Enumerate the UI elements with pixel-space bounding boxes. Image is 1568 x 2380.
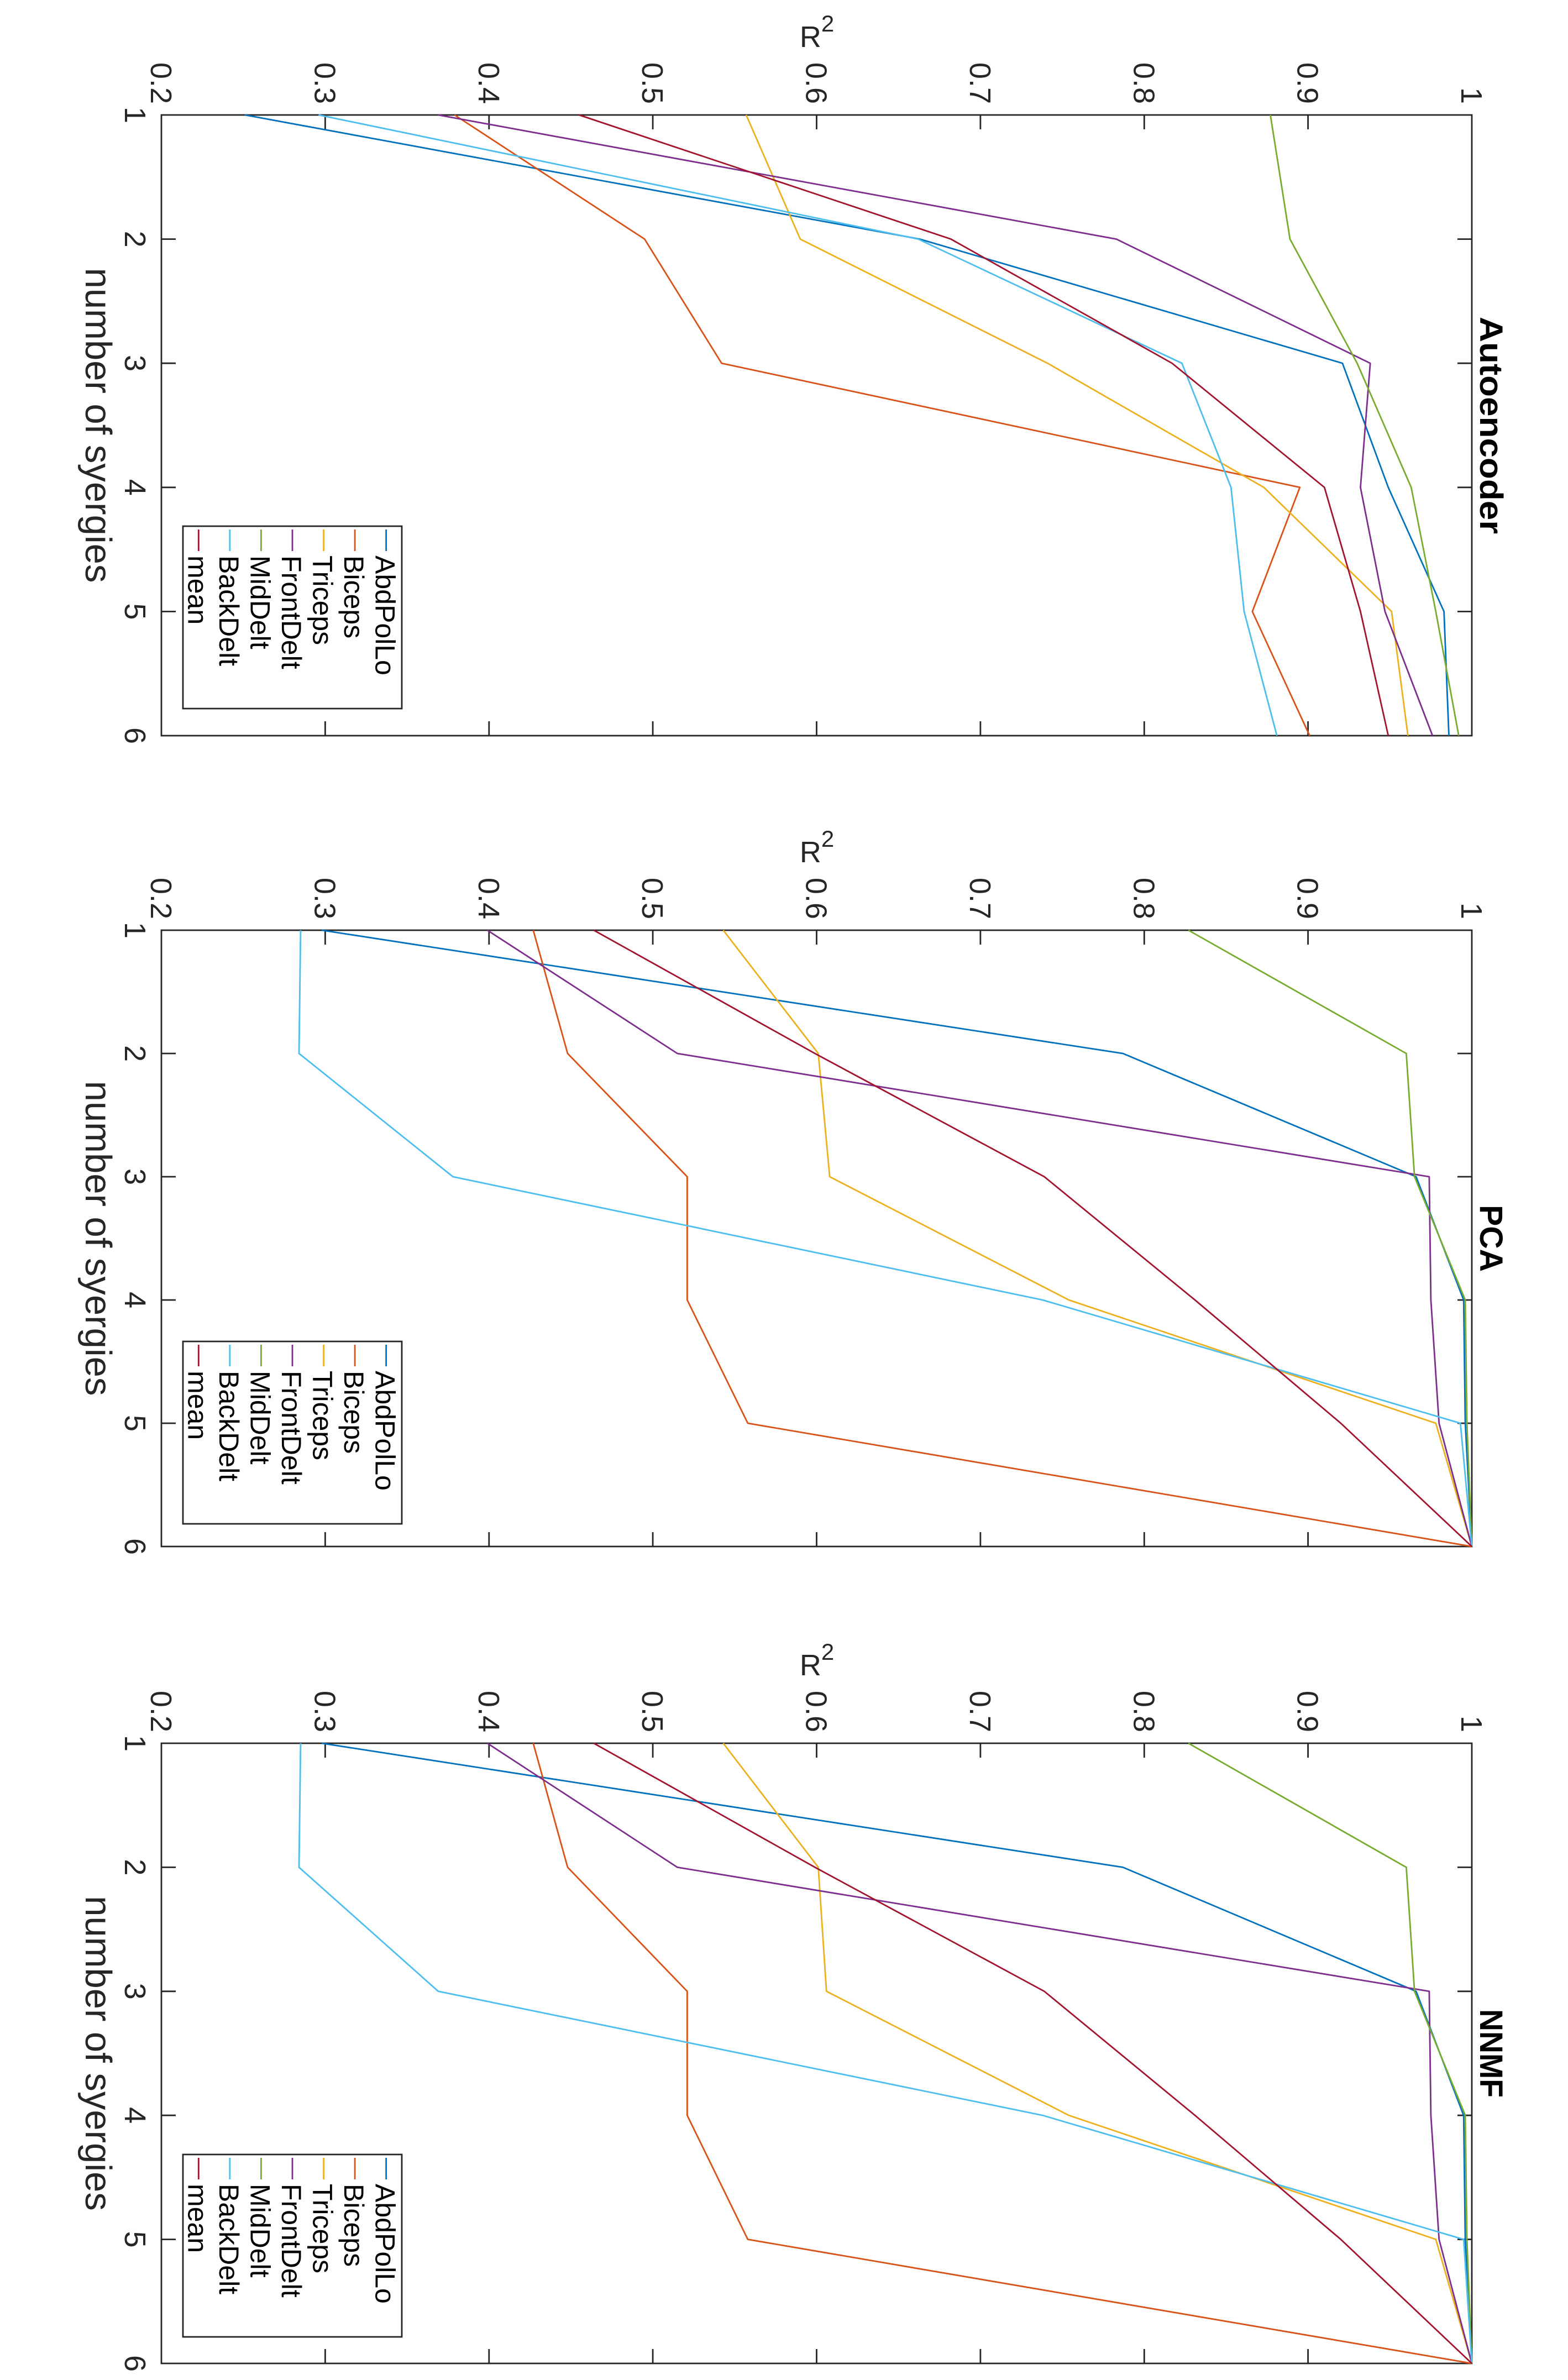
svg-text:1: 1 xyxy=(1455,87,1488,104)
svg-text:1: 1 xyxy=(118,107,151,123)
svg-text:0.9: 0.9 xyxy=(1291,1691,1324,1732)
svg-text:0.5: 0.5 xyxy=(636,1691,669,1732)
svg-text:2: 2 xyxy=(118,231,151,248)
svg-text:NNMF: NNMF xyxy=(1473,2009,1509,2098)
svg-text:PCA: PCA xyxy=(1473,1205,1509,1272)
svg-text:0.4: 0.4 xyxy=(472,1691,505,1732)
svg-text:0.8: 0.8 xyxy=(1127,878,1160,919)
svg-text:6: 6 xyxy=(118,1538,151,1555)
svg-text:Autoencoder: Autoencoder xyxy=(1473,317,1509,534)
svg-text:4: 4 xyxy=(118,2107,151,2124)
svg-text:0.9: 0.9 xyxy=(1291,62,1324,104)
svg-text:0.7: 0.7 xyxy=(963,1691,997,1732)
svg-text:0.6: 0.6 xyxy=(800,62,833,104)
svg-text:0.9: 0.9 xyxy=(1291,878,1324,919)
svg-text:number of syergies: number of syergies xyxy=(77,1896,119,2211)
svg-text:Triceps: Triceps xyxy=(307,2184,338,2273)
svg-text:0.7: 0.7 xyxy=(963,62,997,104)
svg-text:0.2: 0.2 xyxy=(144,878,177,919)
svg-text:0.3: 0.3 xyxy=(308,878,341,919)
svg-text:AbdPolLo: AbdPolLo xyxy=(370,2184,401,2304)
svg-text:2: 2 xyxy=(118,1859,151,1875)
svg-text:Biceps: Biceps xyxy=(338,1371,369,1454)
svg-text:0.7: 0.7 xyxy=(963,878,997,919)
svg-text:0.3: 0.3 xyxy=(308,62,341,104)
svg-text:0.5: 0.5 xyxy=(636,878,669,919)
svg-text:Biceps: Biceps xyxy=(338,555,369,638)
svg-text:AbdPolLo: AbdPolLo xyxy=(370,555,401,675)
svg-text:0.6: 0.6 xyxy=(800,878,833,919)
svg-text:5: 5 xyxy=(118,1415,151,1432)
svg-text:4: 4 xyxy=(118,479,151,496)
svg-text:AbdPolLo: AbdPolLo xyxy=(370,1371,401,1491)
svg-text:0.3: 0.3 xyxy=(308,1691,341,1732)
svg-text:0.2: 0.2 xyxy=(144,62,177,104)
svg-text:BackDelt: BackDelt xyxy=(213,1371,244,1481)
svg-text:mean: mean xyxy=(182,555,213,625)
svg-text:MidDelt: MidDelt xyxy=(244,2184,275,2278)
svg-text:3: 3 xyxy=(118,355,151,371)
svg-text:FrontDelt: FrontDelt xyxy=(276,2184,307,2298)
svg-text:BackDelt: BackDelt xyxy=(213,2184,244,2294)
svg-text:mean: mean xyxy=(182,2184,213,2253)
svg-text:3: 3 xyxy=(118,1983,151,2000)
svg-text:4: 4 xyxy=(118,1292,151,1308)
svg-text:1: 1 xyxy=(118,922,151,939)
svg-text:3: 3 xyxy=(118,1168,151,1185)
svg-text:5: 5 xyxy=(118,603,151,620)
svg-text:mean: mean xyxy=(182,1371,213,1440)
svg-text:BackDelt: BackDelt xyxy=(213,555,244,666)
svg-text:number of syergies: number of syergies xyxy=(77,1081,119,1396)
svg-text:0.2: 0.2 xyxy=(144,1691,177,1732)
svg-text:Triceps: Triceps xyxy=(307,555,338,645)
svg-text:0.6: 0.6 xyxy=(800,1691,833,1732)
svg-text:0.4: 0.4 xyxy=(472,878,505,919)
svg-text:0.8: 0.8 xyxy=(1127,62,1160,104)
svg-text:1: 1 xyxy=(1455,1716,1488,1732)
svg-text:0.4: 0.4 xyxy=(472,62,505,104)
svg-text:5: 5 xyxy=(118,2231,151,2248)
svg-text:2: 2 xyxy=(118,1045,151,1062)
svg-text:1: 1 xyxy=(118,1735,151,1752)
svg-text:Biceps: Biceps xyxy=(338,2184,369,2267)
svg-text:6: 6 xyxy=(118,2355,151,2372)
svg-text:Triceps: Triceps xyxy=(307,1371,338,1460)
svg-text:FrontDelt: FrontDelt xyxy=(276,555,307,669)
svg-text:MidDelt: MidDelt xyxy=(244,1371,275,1465)
svg-text:0.8: 0.8 xyxy=(1127,1691,1160,1732)
svg-text:number of syergies: number of syergies xyxy=(77,268,119,583)
svg-text:6: 6 xyxy=(118,727,151,744)
svg-text:1: 1 xyxy=(1455,903,1488,919)
svg-text:FrontDelt: FrontDelt xyxy=(276,1371,307,1485)
svg-text:0.5: 0.5 xyxy=(636,62,669,104)
svg-text:MidDelt: MidDelt xyxy=(244,555,275,649)
